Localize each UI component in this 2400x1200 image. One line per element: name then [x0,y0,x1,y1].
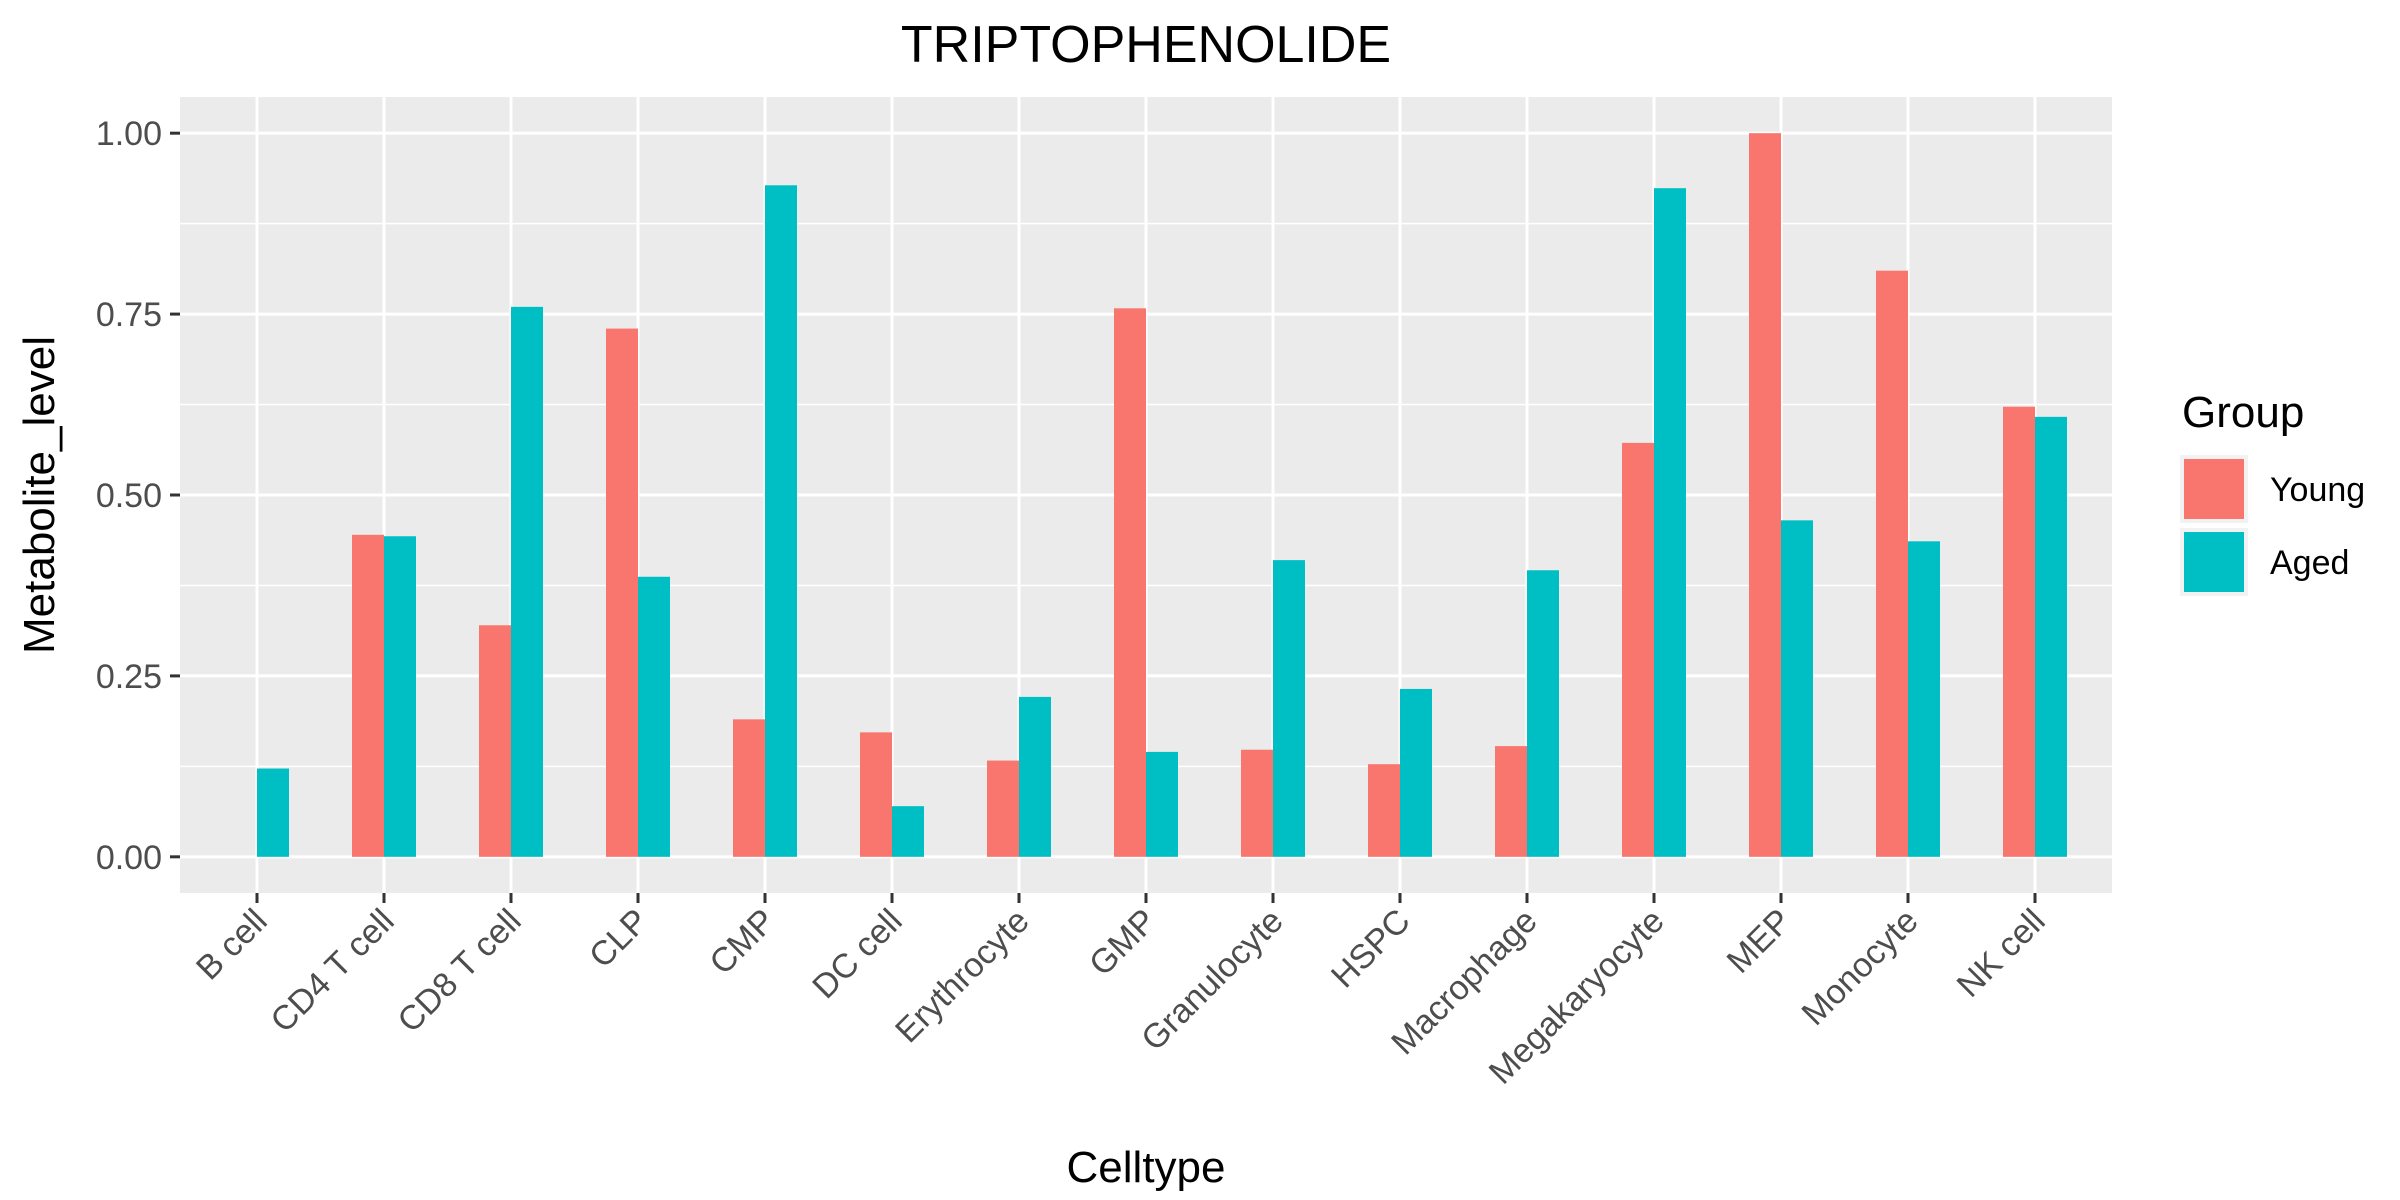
bar-aged-cmp [765,185,797,857]
bar-young-hspc [1368,764,1400,857]
y-axis: 0.00 0.25 0.50 0.75 1.00 [96,115,180,877]
bar-young-monocyte [1876,270,1908,857]
legend-title: Group [2182,388,2304,437]
legend-swatch-aged [2184,532,2244,592]
x-tick-label: DC cell [805,902,909,1006]
x-tick-label: NK cell [1950,902,2053,1005]
x-tick-label: Erythrocyte [888,902,1036,1050]
bar-aged-nk-cell [2035,416,2067,857]
bar-young-megakaryocyte [1622,442,1654,857]
bar-young-cd4-t-cell [352,534,384,857]
bar-aged-gmp [1146,751,1178,857]
bar-young-erythrocyte [987,760,1019,857]
bar-aged-macrophage [1527,570,1559,857]
y-tick-label: 0.00 [96,839,162,877]
chart-title: TRIPTOPHENOLIDE [901,16,1391,74]
x-axis-title: Celltype [1067,1143,1226,1192]
x-tick-label: CD8 T cell [390,902,528,1040]
bar-young-granulocyte [1241,749,1273,857]
bar-aged-b-cell [257,768,289,857]
bar-aged-megakaryocyte [1654,188,1686,857]
bar-aged-dc-cell [892,806,924,857]
x-tick-label: CD4 T cell [263,902,401,1040]
bar-aged-clp [638,576,670,857]
bar-young-mep [1749,133,1781,857]
bar-young-dc-cell [860,732,892,857]
legend-label-young: Young [2270,471,2365,509]
x-tick-label: HSPC [1324,902,1418,996]
y-tick-label: 0.75 [96,296,162,334]
x-tick-label: CMP [702,902,782,982]
bar-young-macrophage [1495,746,1527,857]
bar-aged-mep [1781,520,1813,857]
y-tick-label: 0.50 [96,477,162,515]
y-tick-label: 0.25 [96,658,162,696]
legend: Group Young Aged [2180,388,2365,596]
legend-label-aged: Aged [2270,544,2349,582]
bar-aged-monocyte [1908,541,1940,857]
bar-young-clp [606,328,638,857]
x-tick-label: B cell [189,902,275,988]
legend-swatch-young [2184,459,2244,519]
bar-aged-cd8-t-cell [511,306,543,857]
x-tick-label: Monocyte [1795,902,1926,1033]
x-tick-label: MEP [1720,902,1799,981]
bar-aged-hspc [1400,688,1432,857]
y-axis-title: Metabolite_level [15,336,64,654]
bar-young-gmp [1114,308,1146,857]
bar-aged-erythrocyte [1019,696,1051,857]
x-tick-label: GMP [1082,902,1164,984]
bar-aged-cd4-t-cell [384,536,416,857]
bar-young-nk-cell [2003,406,2035,857]
bar-young-cmp [733,719,765,857]
bar-aged-granulocyte [1273,560,1305,857]
bar-young-cd8-t-cell [479,625,511,857]
y-tick-label: 1.00 [96,115,162,153]
bars [257,133,2067,857]
x-tick-label: CLP [582,902,656,976]
